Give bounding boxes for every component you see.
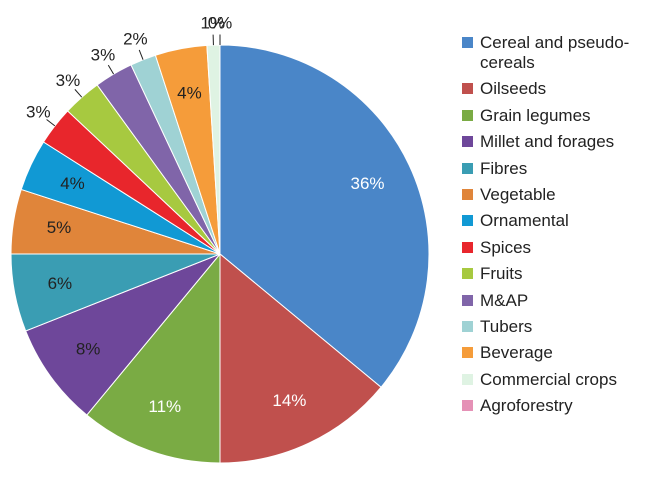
legend-label: Tubers (480, 316, 533, 336)
legend-item: Commercial crops (462, 370, 640, 390)
data-label: 8% (76, 339, 101, 358)
data-label: 11% (148, 397, 181, 416)
legend-label: Beverage (480, 343, 553, 363)
leader-line (138, 49, 144, 60)
legend-swatch (462, 347, 473, 359)
pie-slice (219, 44, 430, 388)
legend-label: M&AP (480, 290, 529, 310)
legend-label: Vegetable (480, 184, 556, 204)
legend-item: Fibres (462, 159, 640, 179)
legend-label: Oilseeds (480, 79, 547, 99)
legend-item: Oilseeds (462, 79, 640, 99)
legend-item: Agroforestry (462, 396, 640, 416)
legend-label: Fruits (480, 264, 523, 284)
legend-label: Commercial crops (480, 369, 617, 389)
legend-swatch (462, 83, 473, 95)
leader-line (107, 64, 115, 75)
legend: Cereal and pseudo-cereals Oilseeds Grain l… (462, 33, 640, 422)
legend-swatch (462, 37, 473, 48)
data-label: 1% (200, 14, 225, 33)
legend-label: Ornamental (480, 211, 569, 231)
legend-label: Grain legumes (480, 105, 591, 125)
legend-swatch (462, 268, 473, 280)
data-label: 3% (56, 71, 81, 90)
legend-label: Spices (480, 237, 532, 257)
legend-swatch (462, 136, 473, 148)
pie-slice (25, 253, 221, 416)
data-label: 4% (60, 174, 85, 193)
legend-item: Spices (462, 238, 640, 258)
legend-swatch (462, 215, 473, 227)
legend-swatch (462, 294, 473, 306)
legend-swatch (462, 400, 473, 412)
data-label: 36% (350, 174, 384, 193)
legend-item: Tubers (462, 317, 640, 337)
legend-swatch (462, 320, 473, 332)
data-label: 5% (47, 218, 72, 237)
legend-label: Fibres (480, 158, 528, 178)
legend-swatch (462, 109, 473, 121)
leader-line (46, 119, 56, 127)
legend-item: Cereal and pseudo-cereals (462, 33, 640, 73)
data-label: 3% (91, 46, 116, 65)
legend-item: Millet and forages (462, 132, 640, 152)
legend-label: Millet and forages (480, 132, 615, 152)
legend-label: Agroforestry (480, 396, 573, 416)
data-label: 4% (177, 83, 202, 102)
legend-swatch (462, 373, 473, 385)
data-label: 6% (48, 274, 73, 293)
legend-item: Grain legumes (462, 106, 640, 126)
data-label: 2% (123, 30, 148, 49)
legend-item: Fruits (462, 264, 640, 284)
data-label: 14% (272, 391, 306, 410)
legend-swatch (462, 162, 473, 174)
data-label: 3% (26, 103, 51, 122)
pie-slice (86, 252, 221, 464)
data-label: 0% (208, 14, 233, 33)
legend-label: Cereal and pseudo-cereals (480, 33, 630, 72)
legend-swatch (462, 241, 473, 253)
legend-item: Ornamental (462, 211, 640, 231)
pie-slice (219, 252, 382, 464)
legend-swatch (462, 188, 473, 200)
legend-item: Vegetable (462, 185, 640, 205)
leader-line (74, 89, 83, 98)
legend-item: Beverage (462, 343, 640, 363)
legend-item: M&AP (462, 291, 640, 311)
